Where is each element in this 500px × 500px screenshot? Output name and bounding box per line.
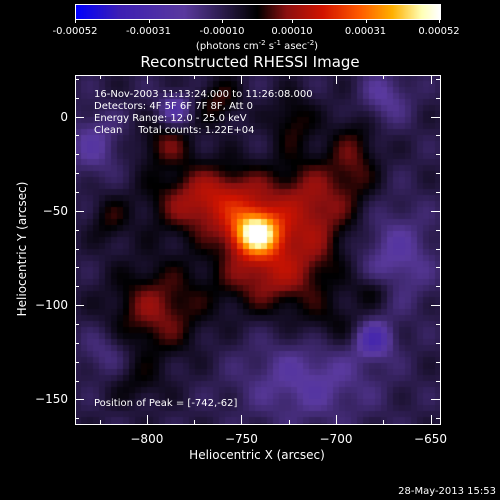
y-minor-tick <box>75 248 79 250</box>
y-major-tick <box>75 210 84 212</box>
y-minor-tick <box>436 248 440 250</box>
x-tick-label: −700 <box>319 432 353 446</box>
y-minor-tick <box>75 97 79 99</box>
colorbar-tick-label: 0.00052 <box>418 26 460 37</box>
x-minor-tick <box>383 75 385 79</box>
y-minor-tick <box>436 78 440 80</box>
y-minor-tick <box>436 286 440 288</box>
y-major-tick <box>75 116 84 118</box>
peak-position-label: Position of Peak = [-742,-62] <box>94 398 238 409</box>
y-minor-tick <box>436 191 440 193</box>
x-minor-tick <box>99 75 101 79</box>
colorbar-tick <box>148 19 150 23</box>
y-tick-label: −150 <box>35 392 68 407</box>
y-minor-tick <box>436 380 440 382</box>
y-minor-tick <box>75 191 79 193</box>
y-minor-tick <box>75 418 79 420</box>
y-minor-tick <box>75 267 79 269</box>
colorbar-tick <box>365 19 367 23</box>
y-minor-tick <box>75 78 79 80</box>
y-major-tick <box>75 305 84 307</box>
x-minor-tick <box>99 420 101 424</box>
colorbar-tick-label: -0.00031 <box>126 26 171 37</box>
y-minor-tick <box>436 173 440 175</box>
colorbar-frame <box>75 4 441 20</box>
colorbar-tick-label: -0.00052 <box>52 26 98 37</box>
x-major-tick <box>241 415 243 424</box>
y-minor-tick <box>436 267 440 269</box>
colorbar-tick <box>222 19 223 23</box>
x-tick-label: −800 <box>130 432 164 446</box>
colorbar-tick <box>439 19 440 23</box>
y-major-tick <box>431 116 440 118</box>
x-minor-tick <box>288 420 290 424</box>
info-time-range: 16-Nov-2003 11:13:24.000 to 11:26:08.000 <box>94 89 313 100</box>
y-tick-label: −50 <box>42 203 68 218</box>
y-axis-label: Heliocentric Y (arcsec) <box>15 181 29 317</box>
y-minor-tick <box>436 97 440 99</box>
y-minor-tick <box>75 286 79 288</box>
x-minor-tick <box>194 420 196 424</box>
y-minor-tick <box>436 154 440 156</box>
y-major-tick <box>431 210 440 212</box>
info-detectors: Detectors: 4F 5F 6F 7F 8F, Att 0 <box>94 101 254 112</box>
footer-date: 28-May-2013 15:53 <box>398 486 496 497</box>
y-minor-tick <box>436 229 440 231</box>
y-minor-tick <box>75 324 79 326</box>
y-major-tick <box>431 399 440 401</box>
y-minor-tick <box>75 135 79 137</box>
colorbar-tick <box>292 19 293 23</box>
y-minor-tick <box>75 173 79 175</box>
x-major-tick <box>430 415 432 424</box>
y-minor-tick <box>436 361 440 363</box>
info-energy-range: Energy Range: 12.0 - 25.0 keV <box>94 113 247 124</box>
y-major-tick <box>431 305 440 307</box>
y-minor-tick <box>436 418 440 420</box>
x-tick-label: −650 <box>414 432 448 446</box>
colorbar-unit: (photons cm-2 s-1 asec-2) <box>195 39 319 52</box>
x-major-tick <box>430 75 432 84</box>
colorbar-tick-label: 0.00010 <box>271 26 313 37</box>
y-tick-label: 0 <box>60 109 68 124</box>
y-minor-tick <box>436 135 440 137</box>
x-minor-tick <box>288 75 290 79</box>
y-minor-tick <box>436 342 440 344</box>
x-minor-tick <box>383 420 385 424</box>
x-tick-label: −750 <box>224 432 258 446</box>
x-major-tick <box>146 75 148 84</box>
y-minor-tick <box>75 154 79 156</box>
x-major-tick <box>335 75 337 84</box>
y-minor-tick <box>75 229 79 231</box>
colorbar-tick <box>75 19 76 23</box>
chart-title: Reconstructed RHESSI Image <box>140 53 360 71</box>
y-minor-tick <box>75 342 79 344</box>
y-minor-tick <box>75 361 79 363</box>
y-minor-tick <box>75 380 79 382</box>
x-axis-label: Heliocentric X (arcsec) <box>189 448 325 462</box>
colorbar <box>75 4 440 19</box>
y-major-tick <box>75 399 84 401</box>
y-minor-tick <box>436 324 440 326</box>
x-major-tick <box>146 415 148 424</box>
y-tick-label: −100 <box>35 298 68 313</box>
x-major-tick <box>335 415 337 424</box>
x-major-tick <box>241 75 243 84</box>
info-clean-counts: Clean Total counts: 1.22E+04 <box>94 125 255 136</box>
rhessi-image <box>75 75 440 424</box>
colorbar-tick-label: -0.00010 <box>199 26 245 37</box>
x-minor-tick <box>194 75 196 79</box>
colorbar-tick-label: 0.00031 <box>344 26 387 37</box>
